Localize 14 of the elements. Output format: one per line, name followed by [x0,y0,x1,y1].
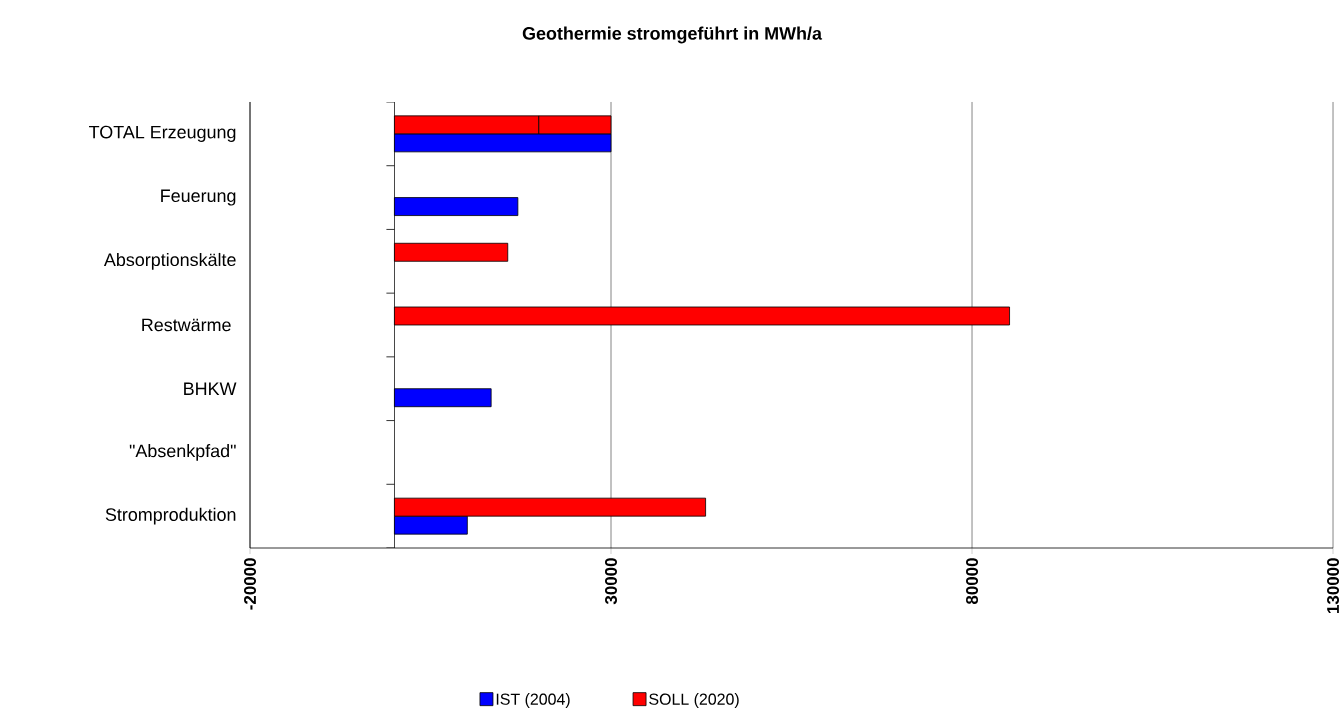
x-tick-label: -20000 [244,558,257,610]
y-tick-label: Feuerung [161,189,236,206]
chart-title: Geothermie stromgeführt in MWh/a [522,26,823,44]
y-tick-label: BHKW [184,382,237,395]
legend-label: IST (2004) [496,693,570,708]
y-tick-label: Absorptionskälte [103,252,236,270]
y-tick-label: Restwärme [142,318,231,332]
x-tick-label: 130000 [1327,558,1340,613]
y-tick-label: "Absenkpfad" [129,444,236,461]
legend-label: SOLL (2020) [649,693,739,708]
y-tick-label: Stromproduktion [105,507,236,525]
x-tick-label: 80000 [966,558,979,605]
x-tick-label: 30000 [605,558,618,605]
y-tick-label: TOTAL Erzeugung [89,125,236,142]
